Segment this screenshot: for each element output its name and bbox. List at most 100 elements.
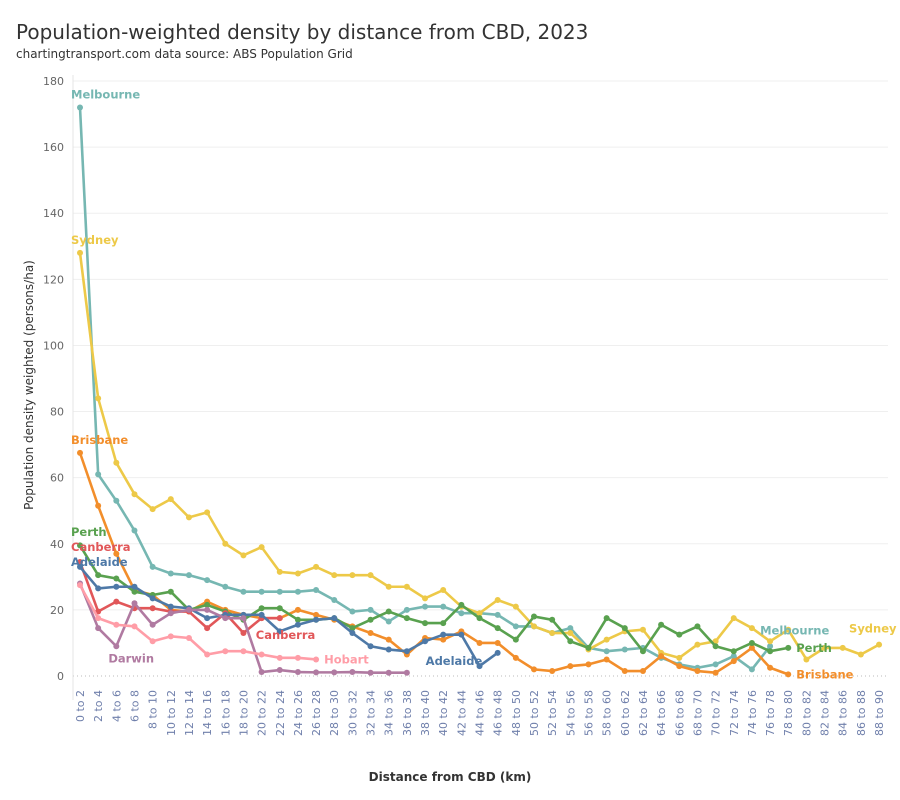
x-tick-label: 64 to 66 [655,690,668,736]
y-axis-label: Population density weighted (persons/ha) [22,260,36,510]
x-tick-label: 50 to 52 [528,690,541,736]
x-tick-label: 40 to 42 [437,690,450,736]
data-point [458,601,465,608]
x-tick-label: 62 to 64 [637,690,650,736]
data-point [367,669,374,676]
data-point [258,544,265,551]
data-point [712,661,719,668]
x-tick-label: 10 to 12 [165,690,178,736]
data-point [131,583,138,590]
data-point [694,668,701,675]
x-tick-label: 38 to 40 [419,690,432,736]
data-point [240,552,247,559]
data-point [385,618,392,625]
data-point [149,605,156,612]
data-point [222,583,229,590]
data-point [276,628,283,635]
data-point [639,626,646,633]
data-point [785,671,792,678]
data-point [639,668,646,675]
data-point [567,663,574,670]
series-labels: Melbourne Melbourne Sydney Sydney Brisbane Br… [71,87,897,681]
data-point [567,630,574,637]
data-point [313,616,320,623]
data-point [367,572,374,579]
data-point [258,611,265,618]
data-point [204,625,211,632]
data-point [204,615,211,622]
y-tick-label: 20 [50,604,64,617]
gridlines [73,80,888,677]
x-tick-label: 78 to 80 [782,690,795,736]
series-hobart [77,582,320,663]
data-point [676,654,683,661]
data-point [531,666,537,673]
data-point [767,648,774,655]
data-point [621,625,628,632]
x-tick-label: 72 to 74 [728,690,741,736]
x-tick-label: 16 to 18 [219,690,232,736]
data-point [422,603,429,610]
data-point [422,620,429,627]
data-point [258,588,265,595]
data-point [167,570,174,577]
data-point [494,639,501,646]
x-tick-label: 14 to 16 [201,690,214,736]
data-point [77,542,83,549]
data-point [240,648,247,655]
data-point [204,601,211,608]
data-point [149,506,156,513]
data-point [349,572,356,579]
data-point [313,611,320,618]
data-point [167,610,174,617]
data-point [113,583,120,590]
series-label-canberra: Canberra [71,540,131,554]
x-tick-label: 24 to 26 [292,690,305,736]
data-point [440,587,447,594]
y-axis: 0 20 40 60 80 100 120 140 160 180 [43,75,74,700]
data-point [131,491,138,498]
series-brisbane [77,449,792,678]
data-point [385,636,392,643]
data-point [240,630,247,637]
data-point [95,471,102,478]
data-point [95,615,102,622]
x-tick-label: 86 to 88 [855,690,868,736]
data-point [240,588,247,595]
data-point [748,625,755,632]
data-point [403,615,410,622]
data-point [458,631,465,638]
data-point [240,615,247,622]
data-point [385,646,392,653]
y-tick-label: 40 [50,538,64,551]
data-point [549,668,556,675]
data-point [313,669,320,676]
x-tick-label: 52 to 54 [546,690,559,736]
x-tick-label: 70 to 72 [710,690,723,736]
data-point [658,621,665,628]
data-point [639,648,646,655]
data-point [77,558,83,565]
series-label-melbourne: Melbourne [71,87,140,101]
x-tick-label: 0 to 2 [74,690,87,722]
data-point [512,654,519,661]
data-point [222,648,229,655]
data-point [676,631,683,638]
x-tick-label: 6 to 8 [128,690,141,722]
data-point [185,634,192,641]
x-tick-label: 66 to 68 [673,690,686,736]
series-line [78,252,880,661]
data-point [621,668,628,675]
data-point [204,651,211,658]
series-label-brisbane: Brisbane [71,433,128,447]
data-point [385,669,392,676]
data-point [313,587,320,594]
data-point [403,583,410,590]
data-point [803,656,810,663]
data-point [276,654,283,661]
data-point [876,641,883,648]
data-point [131,623,138,630]
data-point [440,631,447,638]
data-point [204,509,211,516]
data-point [258,669,265,676]
